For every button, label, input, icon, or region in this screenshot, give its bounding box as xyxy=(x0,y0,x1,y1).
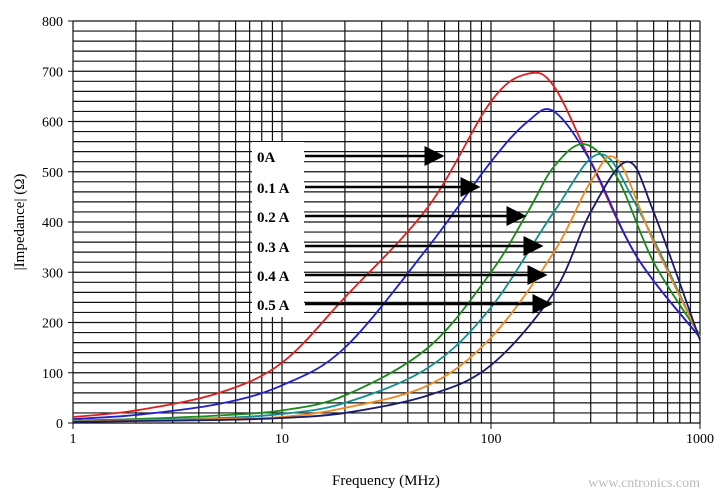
watermark: www.cntronics.com xyxy=(588,476,700,491)
series-lines xyxy=(72,71,701,423)
y-tick-label: 100 xyxy=(42,367,63,382)
y-axis-label: |Impedance| (Ω) xyxy=(12,174,28,271)
y-tick-label: 800 xyxy=(42,15,63,30)
annotation-label: 0.5 A xyxy=(257,298,290,314)
x-axis-label: Frequency (MHz) xyxy=(332,473,440,489)
annotation-label: 0.2 A xyxy=(257,210,290,226)
y-tick-label: 600 xyxy=(42,116,63,131)
x-tick-label: 1000 xyxy=(686,432,714,447)
series-line xyxy=(72,108,701,420)
annotations: 0A 0.1 A 0.2 A 0.3 A 0.4 A 0.5 A xyxy=(257,146,553,314)
x-tick-label: 100 xyxy=(481,432,502,447)
x-tick-label: 1 xyxy=(70,432,77,447)
series-line xyxy=(72,155,701,423)
grid xyxy=(72,20,701,424)
y-tick-label: 0 xyxy=(56,417,63,432)
series-line xyxy=(72,143,701,422)
x-tick-label: 10 xyxy=(275,432,289,447)
y-tick-label: 200 xyxy=(42,317,63,332)
annotation-label: 0.3 A xyxy=(257,240,290,256)
tick-labels: 0 100 200 300 400 500 600 700 800 1 10 100 1000 xyxy=(42,15,714,447)
y-tick-label: 400 xyxy=(42,216,63,231)
y-tick-label: 700 xyxy=(42,65,63,80)
annotation-label: 0.4 A xyxy=(257,269,290,285)
y-tick-label: 300 xyxy=(42,266,63,281)
series-line xyxy=(72,160,701,423)
annotation-label: 0A xyxy=(257,150,276,166)
annotation-label: 0.1 A xyxy=(257,181,290,197)
y-tick-label: 500 xyxy=(42,166,63,181)
legend-box xyxy=(252,142,304,317)
